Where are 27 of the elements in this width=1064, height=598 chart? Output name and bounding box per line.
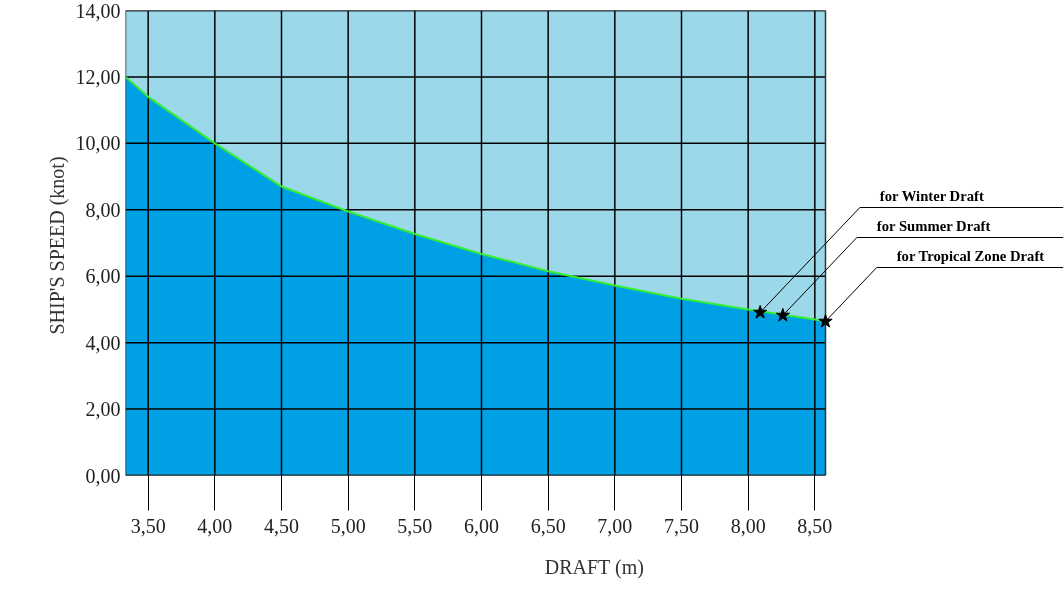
- point: [775, 307, 790, 322]
- y-tick-label: 12,00: [75, 65, 121, 88]
- x-tick-label: 7,50: [664, 514, 699, 537]
- y-tick-label: 2,00: [85, 398, 121, 421]
- annotation: for Winter Draft: [879, 187, 984, 204]
- x-tick-label: 5,50: [397, 514, 433, 537]
- x-tick-label: 6,50: [530, 514, 566, 537]
- x-tick-label: 6,00: [464, 514, 499, 537]
- x-tick-label: 5,00: [330, 514, 366, 537]
- x-tick-label: 8,50: [797, 514, 833, 537]
- y-axis-title: SHIP'S SPEED (knot): [45, 156, 69, 335]
- x-tick-label: 4,50: [264, 514, 299, 537]
- x-tick-label: 4,00: [197, 514, 233, 537]
- y-tick-label: 10,00: [75, 132, 121, 155]
- point: [753, 304, 768, 319]
- y-tick-label: 8,00: [85, 198, 121, 221]
- y-tick-label: 4,00: [85, 331, 121, 354]
- y-tick-label: 6,00: [85, 265, 121, 288]
- x-axis-title: DRAFT (m): [544, 555, 644, 579]
- x-tick-label: 3,50: [130, 514, 166, 537]
- y-tick-label: 0,00: [85, 464, 121, 487]
- annotation: for Tropical Zone Draft: [896, 247, 1045, 264]
- x-tick-label: 7,00: [597, 514, 633, 537]
- y-tick-label: 14,00: [75, 0, 121, 22]
- x-tick-label: 8,00: [730, 514, 766, 537]
- annotation: for Summer Draft: [876, 217, 991, 234]
- point: [818, 313, 833, 328]
